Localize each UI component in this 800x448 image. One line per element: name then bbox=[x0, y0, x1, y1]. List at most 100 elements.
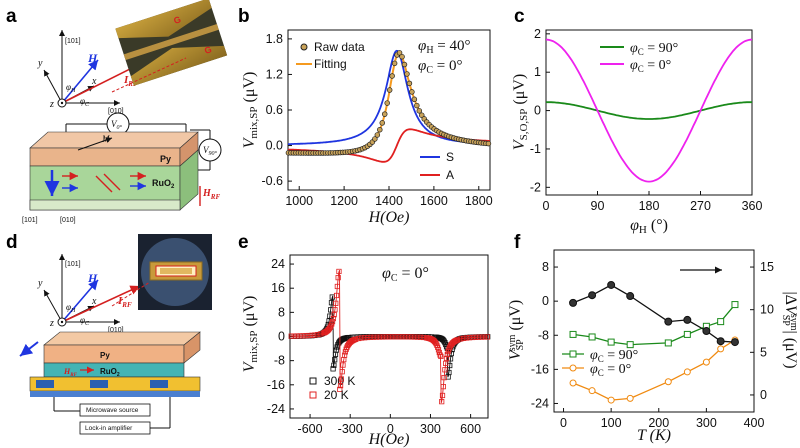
phi-h-label: φH bbox=[66, 82, 76, 94]
h-field-label-d: H bbox=[87, 271, 98, 285]
data-point bbox=[458, 336, 464, 342]
data-point bbox=[397, 334, 403, 340]
raw-data-point bbox=[386, 87, 393, 93]
data-point bbox=[359, 335, 365, 341]
axis-010-small: [010] bbox=[60, 217, 76, 224]
data-point bbox=[333, 347, 339, 353]
y-tick-label: 24 bbox=[271, 257, 285, 271]
plot-frame bbox=[287, 29, 491, 191]
data-point bbox=[717, 318, 725, 326]
y-tick-label: 1.8 bbox=[266, 32, 283, 46]
y-tick-label: 8 bbox=[542, 260, 549, 274]
y-axis-label: Vmix,SP (μV) bbox=[241, 296, 260, 373]
data-point bbox=[330, 315, 336, 322]
y-tick-label: -16 bbox=[267, 378, 285, 392]
data-point bbox=[442, 367, 448, 373]
data-point bbox=[588, 291, 597, 300]
data-point bbox=[463, 335, 470, 341]
x-tick-label: 1200 bbox=[330, 194, 358, 208]
data-point bbox=[439, 399, 445, 405]
y-tick-label: -24 bbox=[531, 396, 549, 410]
data-point bbox=[472, 334, 479, 340]
x-tick-label: -600 bbox=[298, 422, 323, 436]
data-point bbox=[443, 355, 450, 362]
data-point bbox=[439, 392, 446, 399]
data-point bbox=[339, 369, 345, 375]
x-tick-label: 1000 bbox=[285, 194, 313, 208]
data-point bbox=[362, 335, 368, 341]
data-point bbox=[336, 268, 342, 275]
panel-label-d: d bbox=[6, 232, 18, 253]
data-point bbox=[334, 283, 340, 290]
axis-101-label-d: [101] bbox=[65, 261, 81, 268]
data-point bbox=[478, 334, 484, 340]
data-point bbox=[303, 333, 309, 339]
data-point bbox=[702, 358, 710, 366]
data-point bbox=[446, 369, 452, 376]
legend-marker bbox=[309, 377, 317, 385]
raw-data-point bbox=[372, 136, 378, 142]
y-tick-label: 0.0 bbox=[266, 139, 283, 153]
chart-f: 0 100 200 300 400 -24 -16 -8 0 8 0 5 10 15 φC = 90°φC … bbox=[507, 249, 799, 444]
x-tick-label: 1800 bbox=[465, 194, 493, 208]
y-right-tick-label: 10 bbox=[760, 303, 774, 317]
h-field-label: H bbox=[87, 51, 98, 65]
data-point bbox=[475, 334, 481, 340]
y-tick-label: 0 bbox=[542, 294, 549, 308]
irf-label-d: IRF bbox=[117, 295, 132, 309]
y-tick-label: -8 bbox=[538, 328, 549, 342]
annotation-phi-c: φC = 0° bbox=[382, 265, 429, 284]
series-line bbox=[572, 284, 736, 343]
data-point bbox=[607, 280, 616, 289]
series-line bbox=[545, 101, 753, 120]
legend-label-a: A bbox=[446, 168, 454, 182]
annotation-phi-h: φH = 40° bbox=[418, 38, 471, 56]
raw-data-point bbox=[374, 132, 381, 138]
series-a-line bbox=[287, 128, 490, 163]
py-layer-label-d: Py bbox=[100, 351, 110, 360]
y-right-tick-label: 0 bbox=[760, 388, 767, 402]
data-point bbox=[469, 334, 476, 341]
data-point bbox=[626, 341, 634, 349]
data-point bbox=[329, 318, 336, 325]
y-tick-label: 0 bbox=[534, 104, 541, 118]
legend-label-s: S bbox=[446, 150, 454, 164]
x-tick-label: 400 bbox=[744, 416, 765, 430]
data-point bbox=[337, 386, 343, 392]
y-tick-label: 0 bbox=[278, 330, 285, 344]
x-tick-label: 180 bbox=[639, 199, 660, 213]
data-point bbox=[730, 338, 739, 347]
data-point bbox=[417, 334, 424, 340]
panel-label-a: a bbox=[6, 6, 17, 27]
y-axis-label: Vmix,SP (μV) bbox=[241, 72, 260, 149]
x-tick-label: 300 bbox=[420, 422, 441, 436]
legend-label: 20 K bbox=[324, 388, 349, 402]
x-tick-label: 90 bbox=[591, 199, 605, 213]
data-point bbox=[588, 333, 596, 341]
data-point bbox=[297, 333, 303, 339]
data-point bbox=[331, 362, 337, 368]
y-tick-label: -24 bbox=[267, 402, 285, 416]
chart-b: 1000 1200 1400 1600 1800 -0.6 0.0 0.6 1.2 1.8 Raw … bbox=[241, 29, 493, 226]
raw-data-point bbox=[406, 80, 413, 87]
raw-data-point bbox=[399, 53, 405, 60]
raw-data-point bbox=[391, 60, 398, 67]
data-point bbox=[300, 333, 306, 339]
raw-data-point bbox=[416, 108, 423, 114]
raw-data-point bbox=[401, 61, 408, 68]
data-point bbox=[294, 333, 300, 339]
irf-label: IRF bbox=[123, 74, 138, 88]
panel-label-f: f bbox=[514, 232, 521, 253]
data-point bbox=[338, 376, 344, 382]
x-tick-label: 600 bbox=[460, 422, 481, 436]
plot-frame bbox=[553, 249, 755, 413]
series-line bbox=[545, 38, 753, 183]
data-point bbox=[444, 351, 450, 358]
data-point bbox=[385, 334, 391, 340]
x-tick-label: 0 bbox=[560, 416, 567, 430]
raw-data-point bbox=[389, 73, 395, 79]
data-point bbox=[569, 379, 577, 387]
legend-marker bbox=[309, 391, 317, 399]
data-point bbox=[441, 338, 447, 344]
data-point bbox=[683, 368, 691, 376]
